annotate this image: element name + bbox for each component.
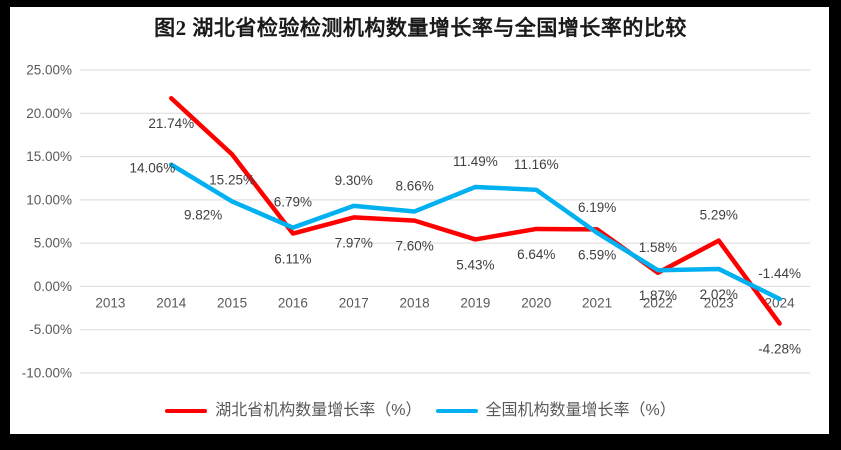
data-label-1: 11.49% — [453, 154, 498, 169]
legend-entry-national: 全国机构数量增长率（%） — [435, 400, 676, 422]
data-label-1: 6.79% — [274, 195, 312, 210]
legend-line-swatch-national — [435, 409, 478, 413]
data-label-0: 5.29% — [700, 208, 738, 223]
x-axis-tick-label: 2022 — [643, 295, 673, 310]
x-axis-tick-label: 2023 — [704, 295, 734, 310]
legend-label-national: 全国机构数量增长率（%） — [485, 402, 676, 419]
legend-label-hubei: 湖北省机构数量增长率（%） — [215, 402, 422, 419]
data-label-1: 9.82% — [184, 207, 222, 222]
data-label-0: 1.58% — [639, 240, 677, 255]
y-axis-tick-label: 20.00% — [26, 106, 72, 121]
data-label-1: 2.02% — [700, 287, 738, 302]
y-axis-tick-label: -10.00% — [22, 366, 72, 381]
data-label-0: 6.11% — [274, 252, 311, 267]
data-label-0: 7.60% — [395, 239, 433, 254]
y-axis-tick-label: 15.00% — [26, 149, 72, 164]
data-label-0: 15.25% — [209, 172, 255, 187]
y-axis-tick-label: -5.00% — [29, 322, 72, 337]
data-label-1: 11.16% — [514, 157, 559, 172]
x-axis-tick-label: 2024 — [765, 295, 796, 310]
chart-title: 图2 湖北省检验检测机构数量增长率与全国增长率的比较 — [154, 16, 687, 40]
y-axis-tick-label: 0.00% — [34, 279, 72, 294]
data-label-1: 14.06% — [129, 161, 175, 176]
data-label-1: 6.19% — [578, 200, 616, 215]
legend-entry-hubei: 湖北省机构数量增长率（%） — [165, 400, 422, 422]
data-label-0: -4.28% — [758, 341, 801, 356]
data-label-0: 6.64% — [517, 247, 555, 262]
x-axis-tick-label: 2017 — [339, 295, 369, 310]
y-axis-tick-label: 5.00% — [34, 236, 72, 251]
series-line-0 — [169, 95, 782, 326]
series-line-1 — [169, 162, 782, 302]
y-axis-tick-label: 10.00% — [26, 192, 72, 207]
x-axis-tick-label: 2021 — [582, 295, 612, 310]
data-label-0: 7.97% — [335, 235, 373, 250]
data-label-1: 8.66% — [395, 178, 433, 193]
x-axis-tick-label: 2014 — [156, 295, 187, 310]
data-label-1: 9.30% — [335, 173, 373, 188]
x-axis-tick-label: 2018 — [400, 295, 430, 310]
x-axis-tick-label: 2016 — [278, 295, 308, 310]
data-label-1: 1.87% — [639, 288, 677, 303]
data-label-1: -1.44% — [758, 266, 801, 281]
x-axis-tick-label: 2020 — [521, 295, 551, 310]
x-axis-tick-label: 2015 — [217, 295, 247, 310]
data-label-0: 21.74% — [148, 116, 194, 131]
x-axis-tick-label: 2019 — [460, 295, 490, 310]
x-axis-tick-label: 2013 — [95, 295, 125, 310]
legend-line-swatch-hubei — [165, 409, 208, 413]
chart-legend: 湖北省机构数量增长率（%） 全国机构数量增长率（%） — [0, 400, 841, 422]
data-label-0: 5.43% — [456, 257, 494, 272]
y-axis-tick-label: 25.00% — [26, 63, 72, 78]
data-label-0: 6.59% — [578, 247, 616, 262]
